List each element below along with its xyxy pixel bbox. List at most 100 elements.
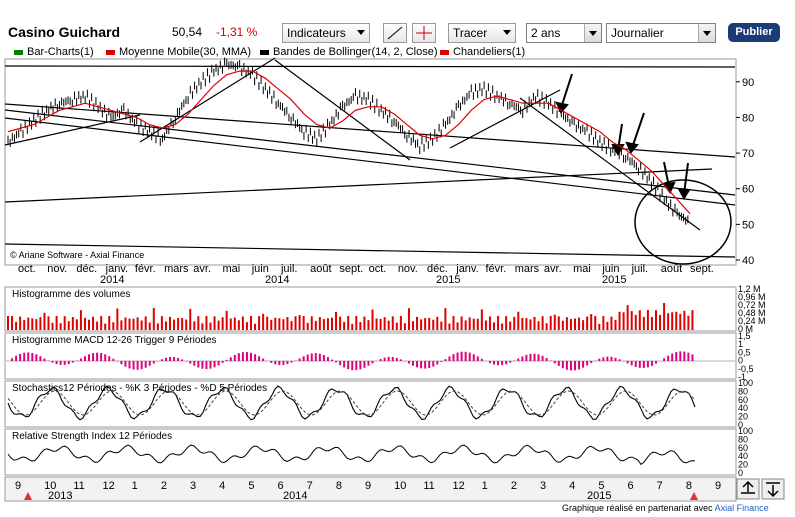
trend-line — [4, 109, 736, 196]
horizontal-line-icon — [416, 26, 432, 40]
bottom-month-label: 3 — [190, 480, 196, 492]
legend-label: Bar-Charts(1) — [27, 46, 94, 58]
bottom-month-label: 11 — [73, 480, 84, 492]
x-month-label: mai — [223, 263, 241, 275]
bottom-year-label: 2013 — [48, 490, 72, 502]
macd-title: Histogramme MACD 12-26 Trigger 9 Période… — [12, 335, 217, 346]
x-month-label: avr. — [544, 263, 562, 275]
bottom-month-label: 1 — [132, 480, 138, 492]
bottom-month-label: 12 — [103, 480, 115, 492]
bottom-month-label: 4 — [219, 480, 225, 492]
panel-tick-label: 20 — [738, 460, 748, 470]
indicators-button[interactable]: Indicateurs — [282, 23, 370, 43]
x-month-label: sept. — [690, 263, 714, 275]
dropdown-arrow-icon[interactable] — [698, 24, 715, 42]
chevron-down-icon — [357, 30, 365, 35]
panel-tick-label: 80 — [738, 434, 748, 444]
arrow-head — [625, 141, 639, 154]
trend-line — [4, 168, 713, 203]
panel-tick-label: 40 — [738, 451, 748, 461]
range-start-handle — [24, 492, 32, 500]
panel-tick-label: 0,72 M — [738, 300, 766, 310]
bottom-month-label: 9 — [365, 480, 371, 492]
price-x-axis: oct. nov. déc. janv. févr. mars avr. mai juin jui… — [18, 263, 714, 286]
x-month-label: août — [661, 263, 682, 275]
bottom-month-label: 6 — [628, 480, 634, 492]
trend-line — [449, 89, 561, 149]
period-value: 2 ans — [531, 26, 561, 40]
panel-tick-label: -0,5 — [738, 364, 754, 374]
y-tick-label: 90 — [742, 77, 754, 89]
panel-tick-label: 0,5 — [738, 347, 751, 357]
bottom-year-label: 2014 — [283, 490, 307, 502]
trend-line — [4, 243, 736, 258]
x-month-label: sept. — [339, 263, 363, 275]
panel-tick-label: 0,24 M — [738, 316, 766, 326]
bottom-month-label: 8 — [336, 480, 342, 492]
x-year-label: 2014 — [265, 274, 289, 286]
rsi-panel-frame — [4, 428, 737, 476]
bottom-month-label: 5 — [248, 480, 254, 492]
toolbar: Casino Guichard 50,54 -1,31 % Indicateur… — [0, 0, 795, 44]
bottom-month-label: 10 — [44, 480, 56, 492]
x-year-label: 2015 — [436, 274, 460, 286]
interval-select[interactable]: Journalier — [606, 23, 716, 43]
legend-label: Moyenne Mobile(30, MMA) — [119, 46, 252, 58]
panel-tick-label: 80 — [738, 386, 748, 396]
bottom-month-label: 10 — [394, 480, 406, 492]
legend-item-bollinger: Bandes de Bollinger(14, 2, Close) — [260, 46, 437, 58]
price-panel-frame — [4, 58, 737, 266]
panel-tick-label: 0 M — [738, 324, 753, 334]
watermark: © Ariane Software - Axial Finance — [10, 250, 144, 260]
stochastics-panel-frame — [4, 380, 737, 428]
chevron-down-icon — [503, 30, 511, 35]
arrow-head — [677, 187, 691, 200]
footer-partner-link[interactable]: Axial Finance — [714, 503, 769, 513]
bottom-year-label: 2015 — [587, 490, 611, 502]
trend-line — [519, 97, 701, 231]
trend-line — [274, 59, 411, 161]
stochastics-k-line — [7, 385, 696, 421]
price-series-group — [7, 57, 691, 225]
x-month-label: déc. — [427, 263, 448, 275]
bottom-month-label: 9 — [15, 480, 21, 492]
indicators-label: Indicateurs — [287, 26, 346, 40]
x-year-label: 2015 — [602, 274, 626, 286]
legend-label: Chandeliers(1) — [453, 46, 526, 58]
y-tick-label: 40 — [742, 255, 754, 267]
panel-tick-label: 100 — [738, 378, 753, 388]
x-month-label: avr. — [193, 263, 211, 275]
x-month-label: juin — [601, 263, 619, 275]
last-price: 50,54 — [172, 25, 203, 39]
circle-annotation — [634, 179, 732, 265]
moving-average-line — [7, 70, 691, 215]
line-type-button[interactable] — [383, 23, 407, 43]
dropdown-arrow-icon[interactable] — [584, 24, 601, 42]
panel-tick-label: 1,5 — [738, 331, 751, 341]
period-select[interactable]: 2 ans — [526, 23, 602, 43]
panel-tick-label: 20 — [738, 412, 748, 422]
x-month-label: janv. — [455, 263, 478, 275]
interval-value: Journalier — [611, 26, 664, 40]
x-month-label: mars — [164, 263, 189, 275]
x-month-label: oct. — [369, 263, 387, 275]
indicator-ticks: 1,2 M0,96 M0,72 M0,48 M0,24 M0 M1,510,50… — [738, 284, 766, 478]
panel-tick-label: 60 — [738, 443, 748, 453]
horizontal-line-button[interactable] — [412, 23, 436, 43]
rsi-title: Relative Strength Index 12 Périodes — [12, 431, 172, 442]
trend-line — [4, 117, 736, 206]
bottom-month-label: 7 — [307, 480, 313, 492]
draw-button[interactable]: Tracer — [448, 23, 516, 43]
upload-icon — [741, 480, 755, 494]
bottom-month-label: 5 — [598, 480, 604, 492]
arrow-line — [560, 73, 573, 109]
panel-tick-label: 100 — [738, 426, 753, 436]
x-month-label: oct. — [18, 263, 36, 275]
bottom-month-label: 1 — [482, 480, 488, 492]
publish-button[interactable]: Publier — [728, 23, 780, 42]
arrow-line — [631, 112, 645, 149]
panel-tick-label: 0,96 M — [738, 292, 766, 302]
bottom-month-label: 2 — [161, 480, 167, 492]
panel-tick-label: 60 — [738, 395, 748, 405]
legend-label: Bandes de Bollinger(14, 2, Close) — [273, 46, 438, 58]
